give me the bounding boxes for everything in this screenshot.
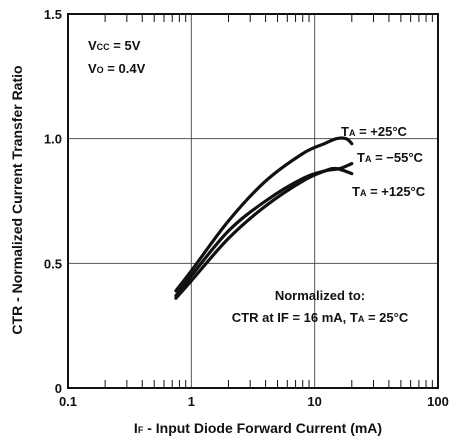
x-tick-label: 10: [307, 394, 321, 409]
series-line-2: [174, 166, 354, 300]
y-axis-title: CTR - Normalized Current Transfer Ratio: [9, 65, 25, 334]
condition-vcc: VCC = 5V: [88, 38, 141, 53]
x-tick-label: 1: [188, 394, 195, 409]
grid-lines: [68, 14, 438, 388]
normalization-note-line1: Normalized to:: [275, 288, 365, 303]
x-tick-labels: 0.1 1 10 100: [59, 394, 449, 409]
x-tick-label: 100: [427, 394, 449, 409]
plot-area: [68, 14, 438, 388]
y-tick-label: 1.0: [44, 132, 62, 147]
y-tick-label: 0: [55, 381, 62, 396]
series-label-125c: TA = +125°C: [352, 184, 426, 199]
minor-ticks: [104, 14, 433, 388]
normalization-note-line2: CTR at IF = 16 mA, TA = 25°C: [232, 310, 409, 325]
series-line-0: [174, 136, 354, 293]
x-axis-title: IF - Input Diode Forward Current (mA): [134, 420, 382, 436]
condition-vo: VO = 0.4V: [88, 61, 146, 76]
series-label-minus55c: TA = −55°C: [357, 150, 424, 165]
series-curves: [174, 136, 354, 300]
plot-frame: [67, 13, 439, 389]
y-tick-labels: 0 0.5 1.0 1.5: [44, 7, 62, 396]
y-tick-label: 0.5: [44, 256, 62, 271]
y-tick-label: 1.5: [44, 7, 62, 22]
x-tick-label: 0.1: [59, 394, 77, 409]
series-label-25c: TA = +25°C: [341, 124, 408, 139]
